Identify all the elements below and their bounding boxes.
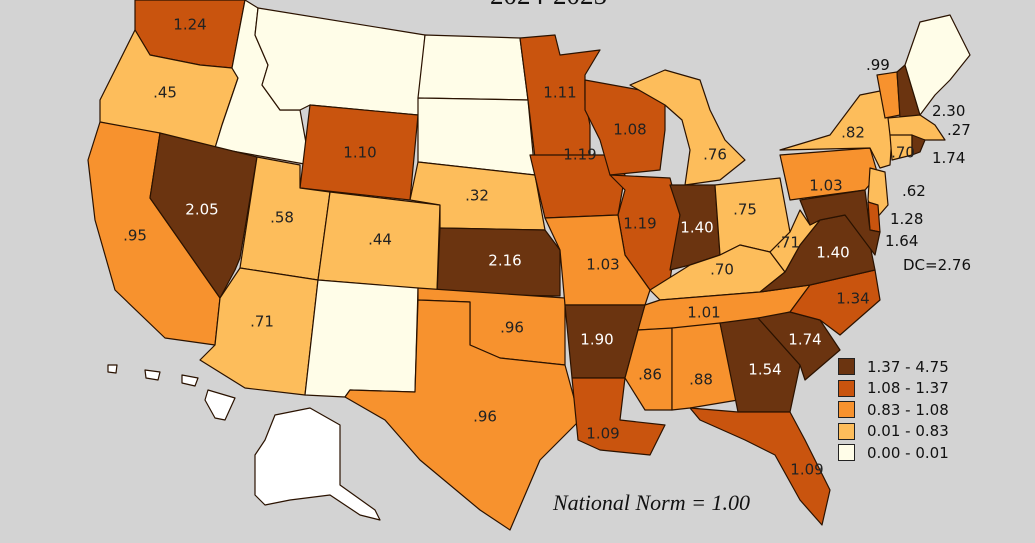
state-RI — [911, 134, 926, 156]
legend-row: 1.37 - 4.75 — [838, 356, 949, 378]
state-CT — [889, 134, 913, 161]
state-MD — [799, 189, 881, 256]
legend-swatch — [838, 422, 855, 440]
state-FL — [689, 407, 831, 526]
state-HI-kauai — [107, 364, 118, 374]
state-MT — [254, 7, 426, 116]
legend-swatch — [838, 401, 855, 419]
legend-row: 1.08 - 1.37 — [838, 378, 949, 400]
legend-label: 1.37 - 4.75 — [867, 357, 949, 376]
state-NM — [304, 279, 419, 398]
legend-label: 0.83 - 1.08 — [867, 400, 949, 419]
state-HI-oahu — [144, 369, 161, 381]
legend-swatch — [838, 358, 855, 376]
legend-row: 0.01 - 0.83 — [838, 421, 949, 443]
legend-label: 0.01 - 0.83 — [867, 422, 949, 441]
legend-row: 0.83 - 1.08 — [838, 399, 949, 421]
state-KS — [436, 227, 561, 297]
legend-label: 1.08 - 1.37 — [867, 379, 949, 398]
legend-row: 0.00 - 0.01 — [838, 442, 949, 464]
legend-swatch — [838, 379, 855, 397]
state-HI-big — [204, 389, 236, 421]
state-ND — [417, 34, 529, 101]
legend: 1.37 - 4.75 1.08 - 1.37 0.83 - 1.08 0.01… — [838, 356, 949, 464]
state-TX — [344, 299, 581, 531]
state-LA — [571, 377, 666, 456]
legend-label: 0.00 - 0.01 — [867, 443, 949, 462]
state-CO — [317, 191, 441, 291]
map-title: 2024-2025 — [490, 0, 607, 11]
national-norm-annotation: National Norm = 1.00 — [553, 490, 750, 515]
state-GA — [719, 317, 801, 413]
state-MO — [544, 214, 651, 306]
state-MS — [624, 327, 673, 411]
state-MI — [629, 69, 746, 186]
state-ME — [904, 14, 971, 116]
state-WY — [299, 104, 419, 201]
state-IA — [529, 154, 626, 219]
state-AK — [254, 407, 381, 521]
state-AL — [671, 322, 739, 411]
state-HI-maui — [181, 374, 199, 387]
legend-swatch — [838, 444, 855, 462]
